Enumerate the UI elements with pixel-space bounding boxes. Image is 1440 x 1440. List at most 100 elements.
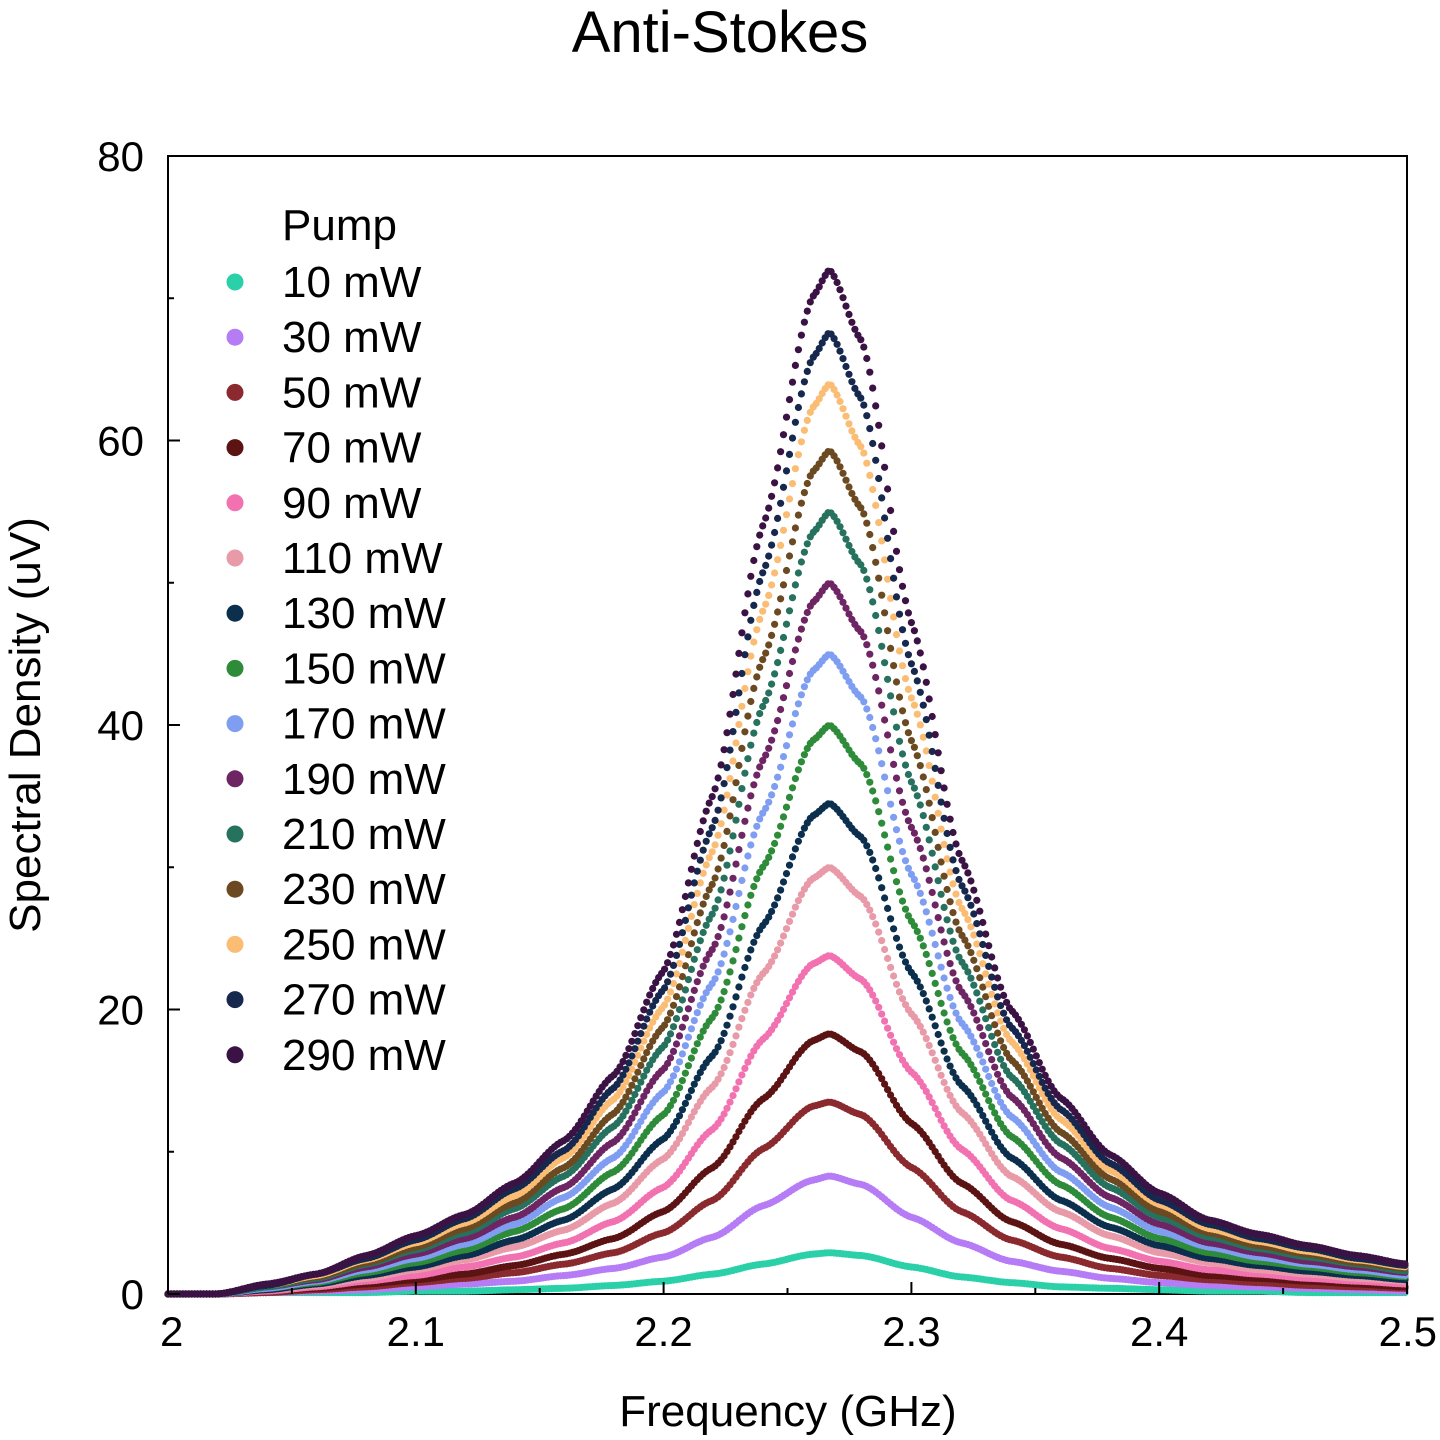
data-point [666,1030,675,1038]
data-point [797,625,806,633]
data-point [774,717,782,725]
data-point [762,804,770,812]
data-point [744,901,752,909]
data-point [771,952,779,960]
data-point [934,877,942,885]
data-point [729,915,737,924]
data-point [756,763,764,771]
data-point [765,798,773,806]
data-point [860,633,868,641]
data-point [940,974,948,982]
data-point [890,760,898,769]
data-point [931,863,939,871]
data-point [785,917,794,926]
data-point [782,925,791,933]
data-point [964,942,972,950]
data-point [994,1070,1002,1078]
data-point [890,813,898,821]
data-point [839,469,847,477]
data-point [782,870,791,878]
data-point [860,698,868,706]
data-point [901,808,910,816]
data-point [991,1041,999,1049]
data-point [765,744,773,752]
data-point [732,1085,740,1093]
data-point [693,946,701,954]
plot-area [164,155,1409,1298]
data-point [803,608,811,617]
data-point [768,907,776,916]
data-point [666,1009,675,1017]
data-point [866,848,874,857]
data-point [913,836,921,844]
data-point [875,1003,883,1011]
data-point [895,837,904,845]
data-point [901,761,910,769]
data-point [732,1032,740,1040]
data-point [785,552,794,560]
data-point [675,1006,684,1014]
data-point [735,1078,743,1086]
data-point [934,1030,942,1039]
data-point [967,949,975,957]
data-point [943,949,951,957]
data-point [869,598,877,606]
data-point [970,981,978,989]
data-point [934,1064,942,1072]
data-point [690,986,698,995]
data-point [640,1055,648,1063]
data-point [771,839,779,848]
data-point [904,770,913,779]
data-point [916,762,924,770]
data-point [937,963,945,971]
data-point [800,683,809,691]
data-point [738,785,746,793]
data-point [791,845,800,853]
data-point [866,713,874,722]
data-point [732,1133,740,1141]
data-point [777,763,785,771]
data-point [785,793,794,802]
data-point [744,852,752,860]
data-point [892,878,901,886]
data-point [887,644,895,653]
data-point [881,1017,889,1025]
data-point [771,727,779,735]
data-point [922,997,930,1005]
data-point [750,938,758,946]
data-point [973,989,981,997]
data-point [800,489,809,497]
data-point [922,950,930,959]
data-point [928,814,936,822]
data-point [741,728,749,736]
data-point [904,864,913,872]
data-point [717,1070,725,1078]
data-point [714,865,722,873]
data-point [919,942,927,950]
data-point [785,861,794,869]
data-point [937,1039,945,1047]
data-point [925,836,933,844]
data-point [732,779,740,787]
data-point [729,874,737,882]
data-point [678,1050,687,1058]
data-point [866,650,874,658]
data-point [723,861,731,869]
data-point [690,1017,698,1025]
data-point [845,483,853,491]
data-point [925,1041,933,1050]
data-point [967,974,975,982]
data-point [875,808,883,816]
data-point [979,1032,987,1040]
data-point [928,1013,936,1021]
data-point [875,747,883,755]
data-point [863,519,871,527]
data-point [625,1087,633,1095]
data-point [777,646,785,655]
data-point [919,1028,927,1036]
data-point [931,1022,939,1030]
data-point [872,611,880,620]
data-point [919,898,927,906]
data-point [931,979,939,988]
data-point [794,766,803,774]
